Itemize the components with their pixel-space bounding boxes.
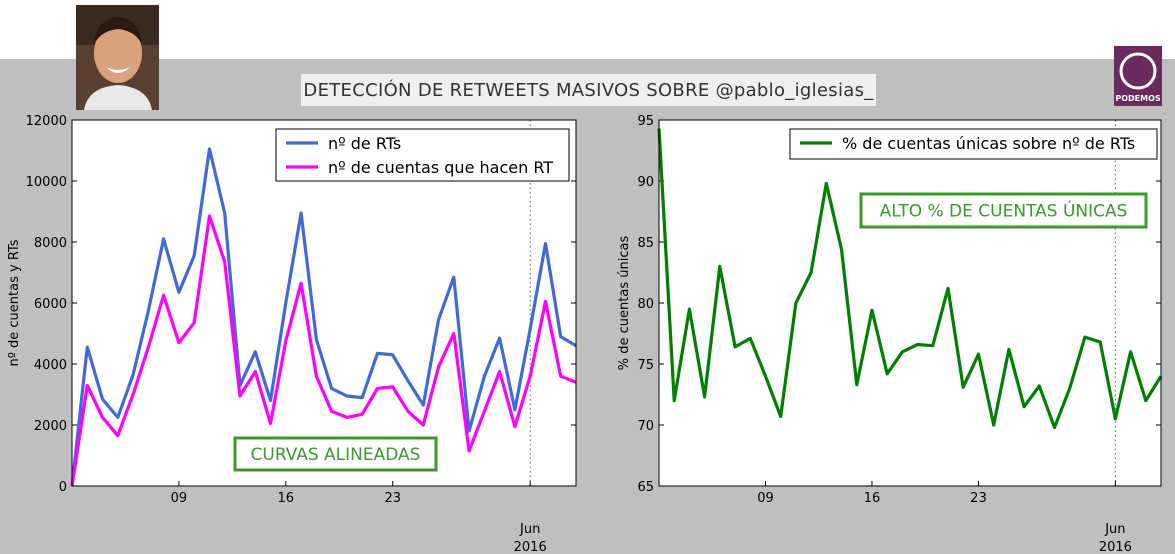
y-axis-label: % de cuentas únicas xyxy=(617,236,632,371)
x-tick-label: 23 xyxy=(970,491,987,506)
x-tick-label: 16 xyxy=(864,491,881,506)
y-tick-label: 12000 xyxy=(26,114,67,129)
x-tick-label: 16 xyxy=(278,491,295,506)
y-tick-label: 4000 xyxy=(34,358,67,373)
y-tick-label: 2000 xyxy=(34,419,67,434)
x-tick-label: 09 xyxy=(757,491,774,506)
chart-title: DETECCIÓN DE RETWEETS MASIVOS SOBRE @pab… xyxy=(303,79,874,101)
series-rt-line xyxy=(70,147,577,487)
plot-frame xyxy=(71,119,577,487)
x-tick-label: 23 xyxy=(384,491,401,506)
y-tick-label: 80 xyxy=(637,297,654,312)
header-strip xyxy=(0,0,1175,59)
rt-counts-chart: 0 2000 4000 6000 8000 10000 12000 09 16 23 Jun 2016… xyxy=(7,114,577,554)
y-tick-label: 8000 xyxy=(34,236,67,251)
chart-title-box: DETECCIÓN DE RETWEETS MASIVOS SOBRE @pab… xyxy=(301,74,876,106)
plot-area xyxy=(659,120,1161,486)
series-unique-pct-line xyxy=(657,128,1163,429)
legend-box xyxy=(789,128,1158,160)
series-accounts-line xyxy=(70,214,577,487)
legend-box xyxy=(275,128,570,182)
y-tick-label: 85 xyxy=(637,236,654,251)
y-axis-label: nº de cuentas y RTs xyxy=(7,239,22,366)
x-year-label: 2016 xyxy=(514,540,547,554)
legend-label: nº de cuentas que hacen RT xyxy=(328,158,553,177)
podemos-logo: PODEMOS xyxy=(1114,46,1162,106)
y-tick-label: 65 xyxy=(637,480,654,495)
y-tick-label: 75 xyxy=(637,358,654,373)
politician-photo xyxy=(76,5,159,110)
annotation-box xyxy=(233,436,438,472)
y-tick-label: 95 xyxy=(637,114,654,129)
annotation-box xyxy=(859,192,1148,229)
y-tick-label: 90 xyxy=(637,175,654,190)
legend-label: % de cuentas únicas sobre nº de RTs xyxy=(842,134,1135,153)
annotation-label: ALTO % DE CUENTAS ÚNICAS xyxy=(880,200,1128,222)
y-tick-label: 0 xyxy=(59,480,67,495)
unique-accounts-chart: 65 70 75 80 85 90 95 09 16 23 Jun 2016 % de cuentas … xyxy=(617,114,1163,554)
svg-text:PODEMOS: PODEMOS xyxy=(1115,94,1161,103)
y-tick-label: 10000 xyxy=(26,175,67,190)
x-month-label: Jun xyxy=(1104,522,1125,537)
x-tick-label: 09 xyxy=(171,491,188,506)
y-tick-label: 70 xyxy=(637,419,654,434)
legend-label: nº de RTs xyxy=(328,134,401,153)
x-year-label: 2016 xyxy=(1099,540,1132,554)
y-tick-label: 6000 xyxy=(34,297,67,312)
annotation-label: CURVAS ALINEADAS xyxy=(251,445,421,465)
x-month-label: Jun xyxy=(519,522,540,537)
plot-frame xyxy=(658,119,1162,487)
